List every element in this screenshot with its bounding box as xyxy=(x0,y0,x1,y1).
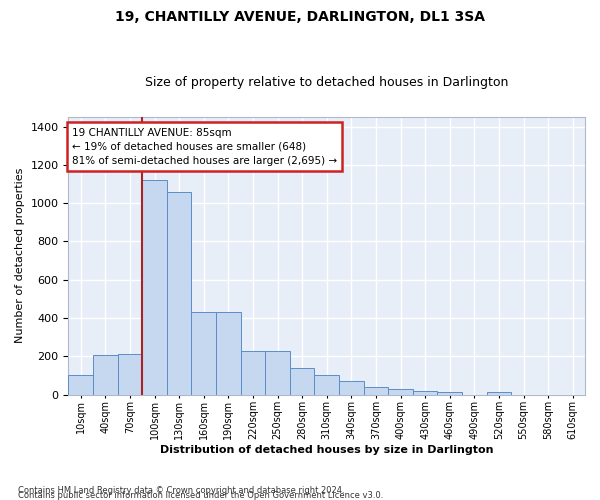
Bar xyxy=(241,350,265,395)
Bar xyxy=(216,312,241,394)
Bar xyxy=(93,356,118,395)
Bar xyxy=(388,389,413,394)
Bar xyxy=(314,376,339,394)
Text: Contains public sector information licensed under the Open Government Licence v3: Contains public sector information licen… xyxy=(18,490,383,500)
Bar xyxy=(191,312,216,394)
Y-axis label: Number of detached properties: Number of detached properties xyxy=(15,168,25,344)
Bar xyxy=(142,180,167,394)
Text: 19 CHANTILLY AVENUE: 85sqm
← 19% of detached houses are smaller (648)
81% of sem: 19 CHANTILLY AVENUE: 85sqm ← 19% of deta… xyxy=(72,128,337,166)
Bar xyxy=(290,368,314,394)
Bar xyxy=(437,392,462,394)
Bar xyxy=(265,350,290,395)
Bar xyxy=(413,390,437,394)
Bar xyxy=(339,381,364,394)
Text: 19, CHANTILLY AVENUE, DARLINGTON, DL1 3SA: 19, CHANTILLY AVENUE, DARLINGTON, DL1 3S… xyxy=(115,10,485,24)
Bar xyxy=(487,392,511,394)
Title: Size of property relative to detached houses in Darlington: Size of property relative to detached ho… xyxy=(145,76,508,90)
Bar xyxy=(167,192,191,394)
Bar xyxy=(68,376,93,394)
Bar xyxy=(364,387,388,394)
Text: Contains HM Land Registry data © Crown copyright and database right 2024.: Contains HM Land Registry data © Crown c… xyxy=(18,486,344,495)
Bar xyxy=(118,354,142,395)
X-axis label: Distribution of detached houses by size in Darlington: Distribution of detached houses by size … xyxy=(160,445,493,455)
